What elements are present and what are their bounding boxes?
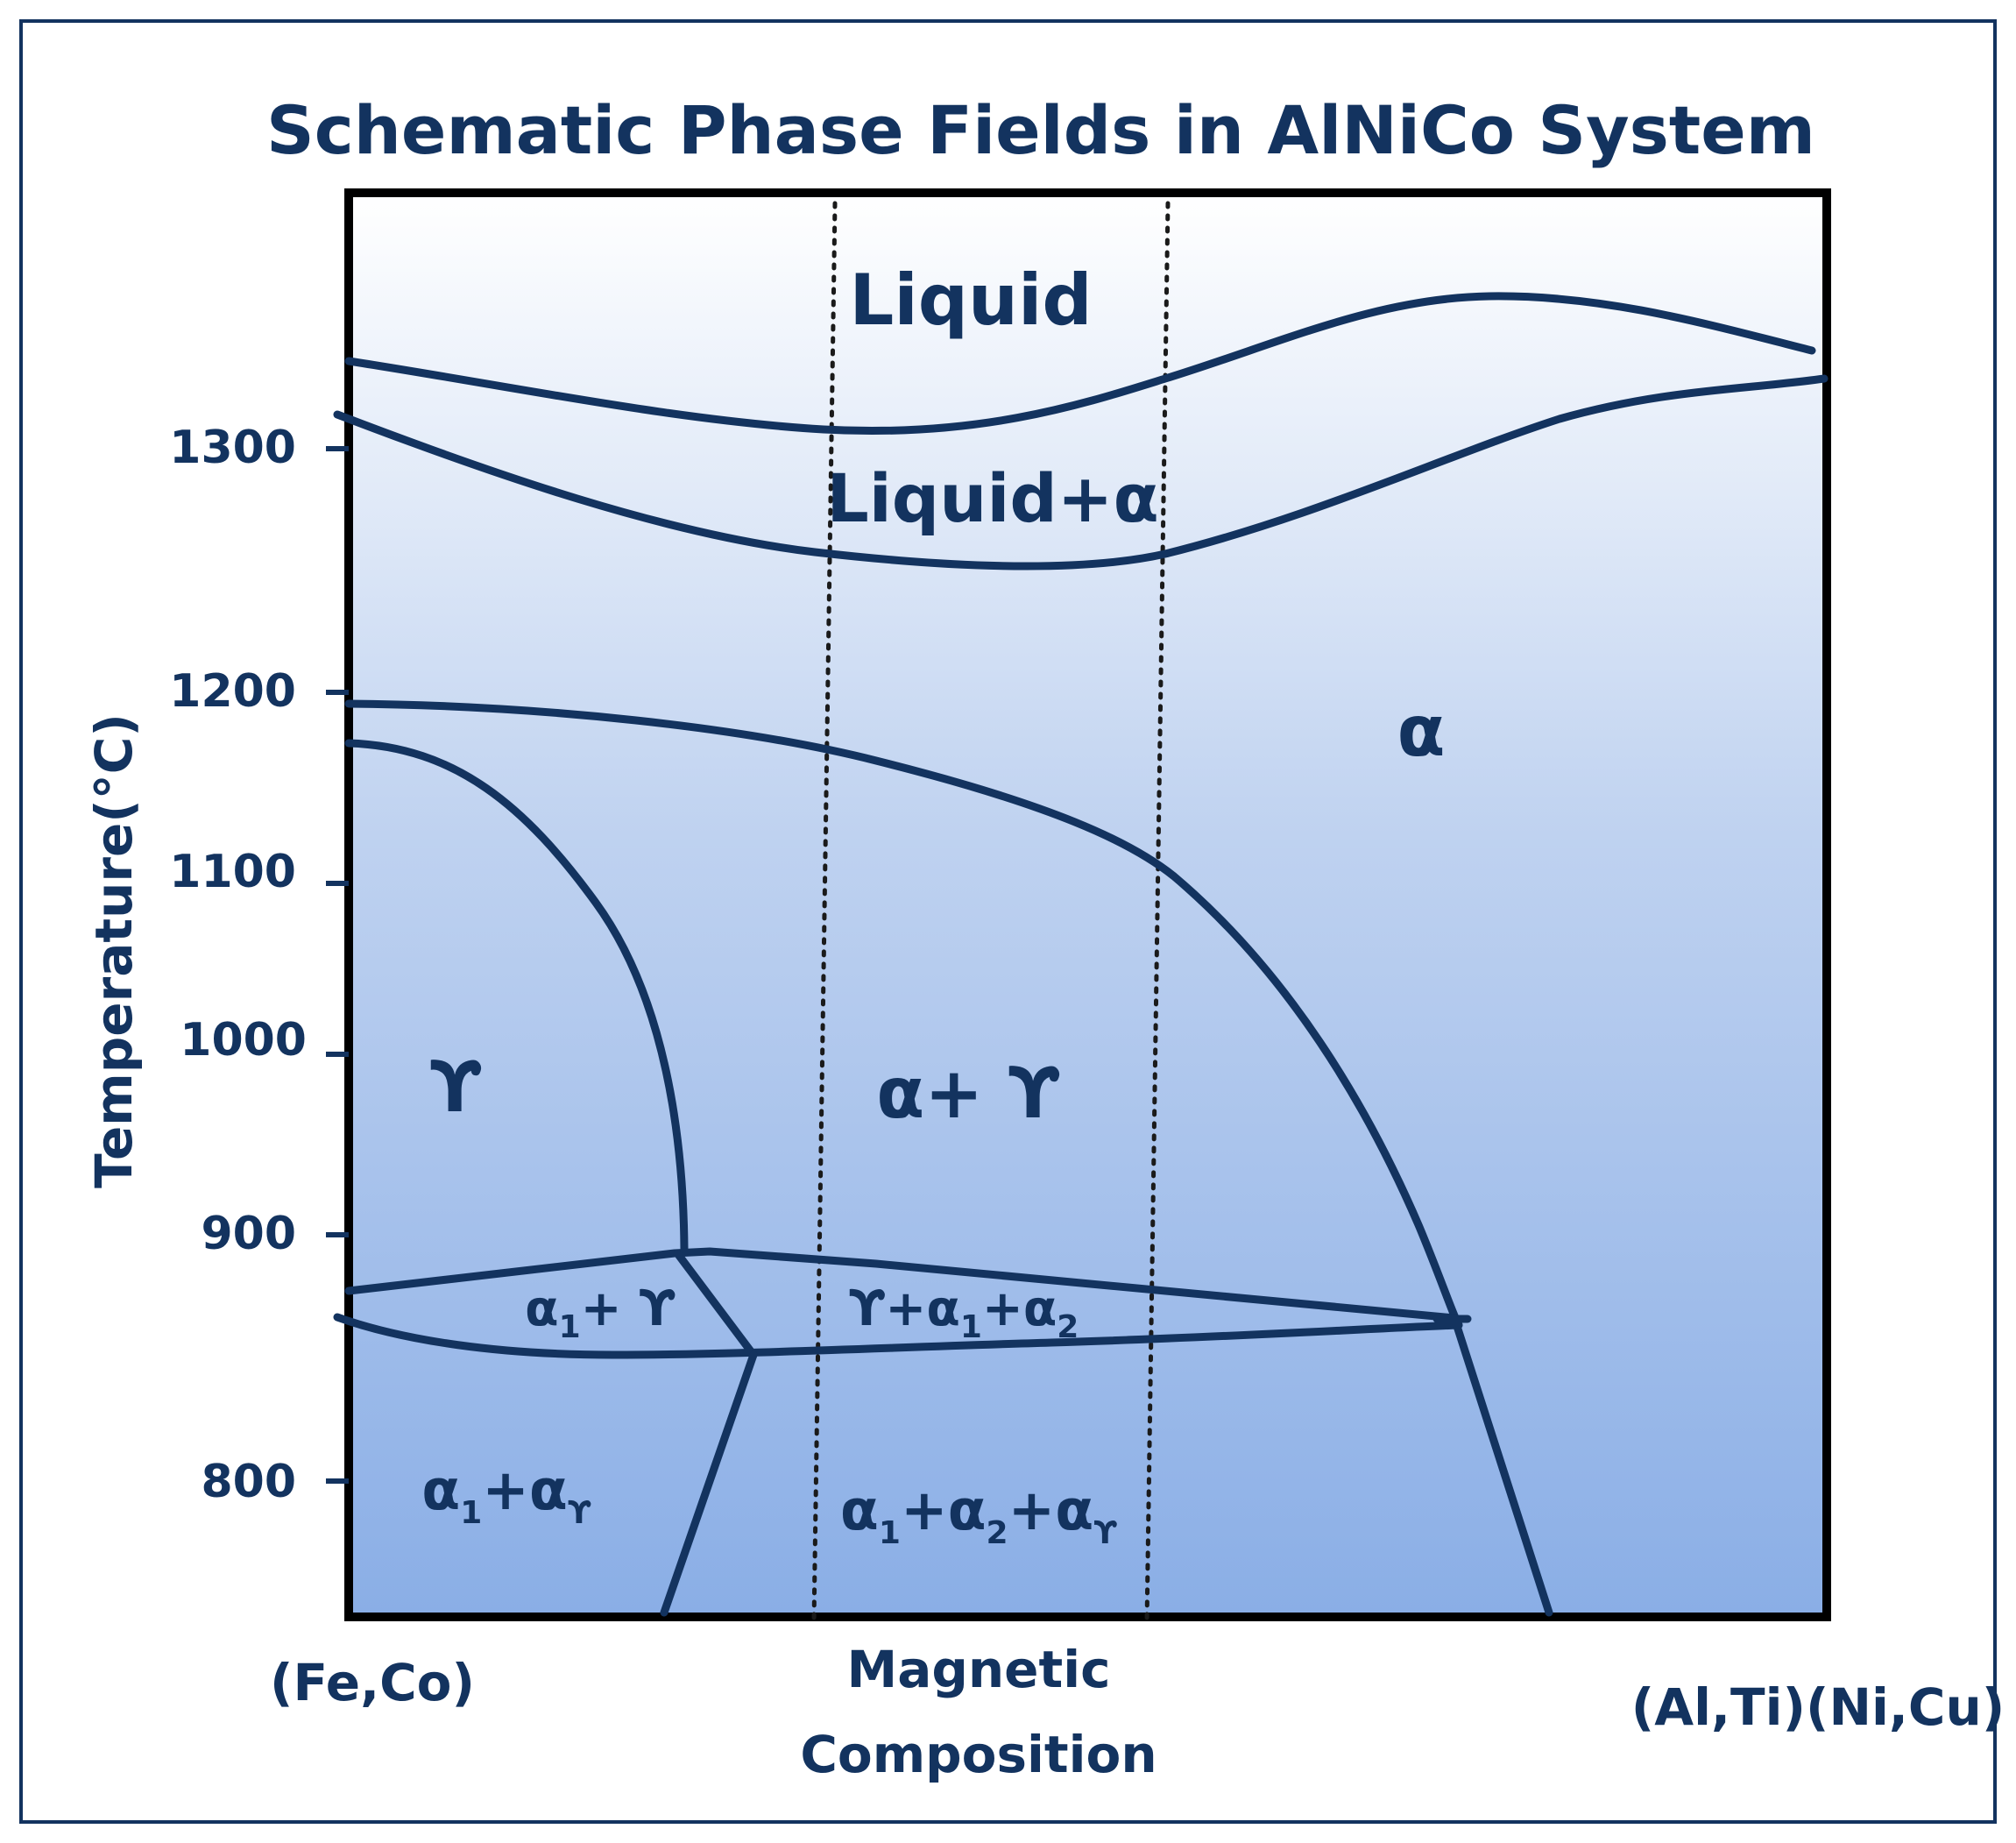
- x-label-center-line2: Composition: [800, 1725, 1157, 1784]
- y-tick-label: 1100: [169, 846, 296, 898]
- region-alpha1-plus-gamma: α1+ ϒ: [525, 1280, 677, 1345]
- x-label-right-end: (Al,Ti)(Ni,Cu): [1631, 1677, 2005, 1737]
- alpha-gamma-solvus-curve: [344, 699, 1463, 1329]
- magnetic-composition-left-boundary: [811, 201, 838, 1626]
- y-tick-label: 800: [201, 1456, 296, 1508]
- y-axis: 1300 1200 1100 1000 900 800 Temperature(…: [84, 422, 349, 1508]
- low-temp-boundary-right: [1450, 1314, 1553, 1617]
- region-alpha: α: [1397, 691, 1446, 772]
- x-axis-labels: (Fe,Co) Magnetic Composition (Al,Ti)(Ni,…: [270, 1640, 2005, 1784]
- y-tick-label: 1200: [169, 665, 296, 718]
- region-gamma-alpha1-alpha2: ϒ+α1+α2: [849, 1280, 1079, 1345]
- low-temp-boundary-left: [660, 1350, 758, 1617]
- liquidus-curve: [344, 292, 1816, 436]
- eutectoid-upper-line: [344, 1247, 1459, 1322]
- eutectoid-lower-line: [333, 1313, 1463, 1359]
- phase-region-labels: Liquid Liquid+α α ϒ α+ ϒ α1+ ϒ ϒ+α1+α2 α…: [421, 259, 1445, 1551]
- magnetic-composition-right-boundary: [1144, 201, 1171, 1626]
- region-liquid: Liquid: [849, 259, 1092, 341]
- x-label-center-line1: Magnetic: [847, 1640, 1111, 1699]
- region-alpha-plus-gamma: α+ ϒ: [876, 1053, 1062, 1134]
- gamma-boundary-curve: [344, 739, 689, 1253]
- eutectoid-apex-segment: [673, 1249, 758, 1359]
- region-gamma: ϒ: [429, 1046, 484, 1128]
- region-alpha1-plus-alphagamma: α1+αϒ: [421, 1458, 592, 1531]
- region-liquid-plus-alpha: Liquid+α: [826, 459, 1158, 537]
- x-label-left-end: (Fe,Co): [270, 1653, 475, 1712]
- diagram-title: Schematic Phase Fields in AlNiCo System: [266, 91, 1815, 169]
- y-tick-label: 1000: [180, 1014, 307, 1067]
- y-axis-label: Temperature(°C): [84, 713, 144, 1188]
- region-alpha1-alpha2-alphagamma: α1+α2+αϒ: [840, 1478, 1118, 1551]
- y-tick-label: 900: [201, 1208, 296, 1260]
- solidus-curve: [333, 374, 1829, 571]
- y-tick-label: 1300: [169, 422, 296, 474]
